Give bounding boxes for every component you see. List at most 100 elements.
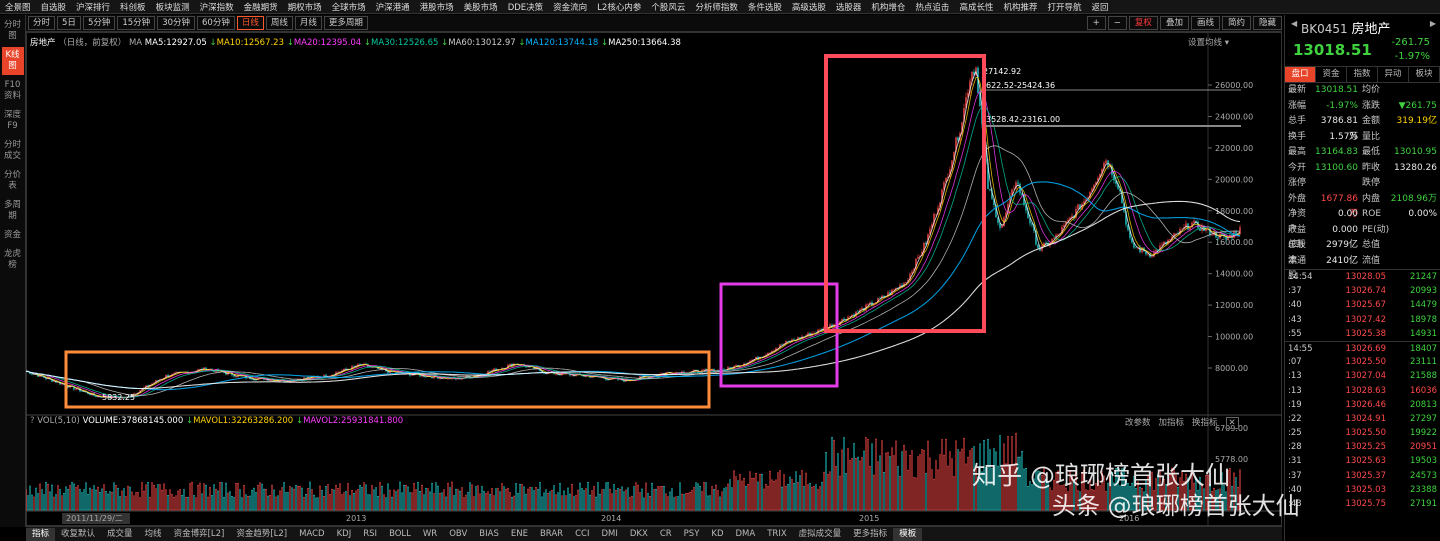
indicator-tab[interactable]: PSY: [683, 528, 700, 539]
volume-control-button[interactable]: 换指标: [1192, 418, 1218, 428]
scroll-down-icon[interactable]: ▶: [1429, 19, 1436, 28]
menu-item[interactable]: 沪深排行: [76, 2, 111, 13]
menu-item[interactable]: 自选股: [40, 2, 67, 13]
menu-item[interactable]: 板块监测: [155, 2, 190, 13]
menu-item[interactable]: 资金流向: [553, 2, 588, 13]
indicator-tab[interactable]: 资金博弈[L2]: [173, 528, 225, 539]
indicator-tab[interactable]: 均线: [144, 528, 162, 539]
menu-item[interactable]: 分析师指数: [695, 2, 738, 13]
menu-item[interactable]: DDE决策: [507, 2, 544, 13]
left-tab[interactable]: 深度F9: [3, 110, 21, 131]
menu-item[interactable]: 期权市场: [287, 2, 322, 13]
period-button[interactable]: 更多周期: [323, 16, 368, 30]
menu-item[interactable]: 选股器: [835, 2, 862, 13]
indicator-tab[interactable]: OBV: [449, 528, 468, 539]
close-icon[interactable]: ✕: [1225, 417, 1239, 429]
quote-tab[interactable]: 资金: [1316, 67, 1347, 82]
indicator-tab[interactable]: 成交量: [107, 528, 133, 539]
left-tab[interactable]: 分时成交: [3, 140, 21, 161]
indicator-tab[interactable]: RSI: [363, 528, 378, 539]
tick-row: :19 13026.46 20813: [1285, 398, 1440, 412]
menu-item[interactable]: 打开导航: [1047, 2, 1082, 13]
indicator-tab[interactable]: 虚拟成交量: [798, 528, 842, 539]
left-tab[interactable]: K线图: [1, 47, 24, 75]
period-button[interactable]: 分时: [28, 16, 56, 30]
left-tab[interactable]: 多周期: [3, 200, 21, 221]
left-tab[interactable]: 分时图: [3, 20, 21, 41]
toolbar-button[interactable]: 画线: [1190, 16, 1220, 30]
menu-item[interactable]: 全景图: [5, 2, 31, 13]
indicator-tab[interactable]: WR: [422, 528, 438, 539]
period-button[interactable]: 5分钟: [82, 16, 116, 30]
quote-key: 涨幅: [1288, 100, 1307, 111]
menu-item[interactable]: 沪深港通: [375, 2, 410, 13]
left-tab[interactable]: 资金: [3, 230, 21, 240]
volume-control-button[interactable]: 改参数: [1125, 418, 1151, 428]
indicator-tab[interactable]: CCI: [575, 528, 590, 539]
quote-tab[interactable]: 盘口: [1285, 67, 1316, 82]
zoom-in-button[interactable]: +: [1086, 16, 1106, 30]
indicator-tab[interactable]: DKX: [629, 528, 648, 539]
indicator-tab[interactable]: KDJ: [336, 528, 352, 539]
menu-item[interactable]: 热点追击: [915, 2, 950, 13]
scroll-up-icon[interactable]: ◀: [1291, 19, 1298, 28]
period-toolbar: 分时 5日 5分钟 15分钟 30分钟 60分钟 日线 周线 月线 更多周期 + − 复权 叠加 画线…: [26, 15, 1282, 32]
menu-item[interactable]: 美股市场: [463, 2, 498, 13]
left-tab[interactable]: 分价表: [3, 170, 21, 191]
menu-item[interactable]: 机构增仓: [871, 2, 906, 13]
indicator-tab[interactable]: BOLL: [389, 528, 411, 539]
period-button[interactable]: 60分钟: [197, 16, 235, 30]
indicator-tab[interactable]: DMA: [735, 528, 756, 539]
menu-item[interactable]: 科创板: [120, 2, 146, 13]
indicator-tab[interactable]: BIAS: [479, 528, 499, 539]
toolbar-button[interactable]: 隐藏: [1252, 16, 1282, 30]
indicator-tab[interactable]: 更多指标: [853, 528, 888, 539]
menu-item[interactable]: 个股风云: [651, 2, 686, 13]
left-tab[interactable]: F10资料: [3, 80, 21, 101]
indicator-tab[interactable]: TRIX: [767, 528, 787, 539]
indicator-tab[interactable]: KD: [711, 528, 724, 539]
tick-time: :19: [1288, 399, 1302, 410]
indicator-tab[interactable]: MACD: [299, 528, 325, 539]
toolbar-button[interactable]: 简约: [1221, 16, 1251, 30]
menu-item[interactable]: 条件选股: [747, 2, 782, 13]
period-button[interactable]: 30分钟: [157, 16, 196, 30]
indicator-tab[interactable]: 资金趋势[L2]: [236, 528, 288, 539]
x-tick-label: 2014: [601, 514, 621, 523]
menu-item[interactable]: 返回: [1091, 2, 1109, 13]
ma5-value: MA5:12927.05: [144, 38, 207, 48]
menu-item[interactable]: 全球市场: [331, 2, 366, 13]
kline-chart[interactable]: 26000.00 24000.00 22000.00 20000.00 18000.00…: [26, 32, 1282, 526]
set-ma-button[interactable]: 设置均线 ▾: [1188, 38, 1229, 48]
indicator-tab[interactable]: CR: [659, 528, 672, 539]
period-button[interactable]: 日线: [236, 16, 264, 30]
indicator-tab[interactable]: ENE: [510, 528, 528, 539]
menu-item[interactable]: 港股市场: [419, 2, 454, 13]
quote-tab[interactable]: 异动: [1378, 67, 1409, 82]
quote-row: 流通股 2410亿 流值: [1285, 254, 1440, 282]
quote-tab[interactable]: 板块: [1409, 67, 1440, 82]
indicator-tab[interactable]: 模板: [893, 527, 923, 541]
menu-item[interactable]: 高成长性: [959, 2, 994, 13]
indicator-tab[interactable]: 指标: [26, 527, 56, 541]
left-tab[interactable]: 龙虎榜: [3, 249, 21, 270]
menu-item[interactable]: 沪深指数: [199, 2, 234, 13]
quote-tab[interactable]: 指数: [1347, 67, 1378, 82]
menu-item[interactable]: 金融期货: [243, 2, 278, 13]
tick-row: :31 13025.63 19503: [1285, 454, 1440, 468]
period-button[interactable]: 15分钟: [117, 16, 156, 30]
tick-row: :37 13025.37 24573: [1285, 469, 1440, 483]
indicator-tab[interactable]: BRAR: [539, 528, 564, 539]
period-button[interactable]: 周线: [265, 16, 293, 30]
indicator-tab[interactable]: 收复默认: [61, 528, 96, 539]
period-button[interactable]: 5日: [57, 16, 81, 30]
zoom-out-button[interactable]: −: [1107, 16, 1127, 30]
volume-control-button[interactable]: 加指标: [1158, 418, 1185, 428]
menu-item[interactable]: 高级选股: [791, 2, 826, 13]
indicator-tab[interactable]: DMI: [601, 528, 618, 539]
toolbar-button[interactable]: 叠加: [1159, 16, 1189, 30]
toolbar-button[interactable]: 复权: [1128, 16, 1158, 30]
menu-item[interactable]: L2核心内参: [597, 2, 642, 13]
menu-item[interactable]: 机构推荐: [1003, 2, 1038, 13]
period-button[interactable]: 月线: [294, 16, 322, 30]
